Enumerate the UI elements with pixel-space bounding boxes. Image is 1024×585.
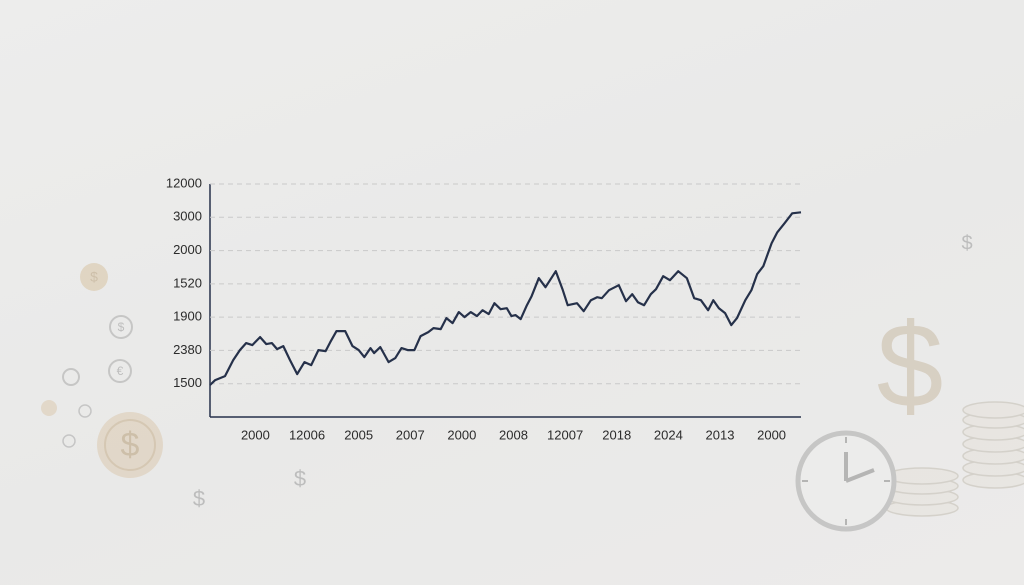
x-tick-label: 2005 — [344, 427, 373, 442]
svg-text:$: $ — [118, 320, 125, 334]
data-line — [209, 211, 802, 386]
y-tick-label: 1900 — [173, 309, 202, 324]
x-tick-label: 12006 — [289, 427, 325, 442]
y-tick-label: 2380 — [173, 342, 202, 357]
svg-text:$: $ — [121, 426, 140, 464]
x-tick-label: 2000 — [241, 427, 270, 442]
x-tick-label: 2000 — [447, 427, 476, 442]
y-tick-label: 3000 — [173, 209, 202, 224]
y-tick-label: 12000 — [166, 175, 202, 190]
x-tick-label: 2007 — [396, 427, 425, 442]
svg-text:$: $ — [961, 232, 972, 254]
svg-text:$: $ — [193, 486, 205, 511]
x-tick-label: 12007 — [547, 427, 583, 442]
x-tick-label: 2008 — [499, 427, 528, 442]
svg-text:$: $ — [877, 299, 944, 433]
y-tick-label: 2000 — [173, 242, 202, 257]
svg-text:$: $ — [294, 466, 306, 491]
x-tick-label: 2000 — [757, 427, 786, 442]
x-tick-label: 2018 — [602, 427, 631, 442]
y-tick-label: 1520 — [173, 275, 202, 290]
y-tick-label: 1500 — [173, 375, 202, 390]
svg-text:$: $ — [90, 269, 98, 285]
svg-text:€: € — [117, 364, 124, 378]
x-tick-label: 2013 — [706, 427, 735, 442]
decoration: $ $ € $ $ $ $ $ — [41, 232, 1024, 532]
x-tick-label: 2024 — [654, 427, 683, 442]
